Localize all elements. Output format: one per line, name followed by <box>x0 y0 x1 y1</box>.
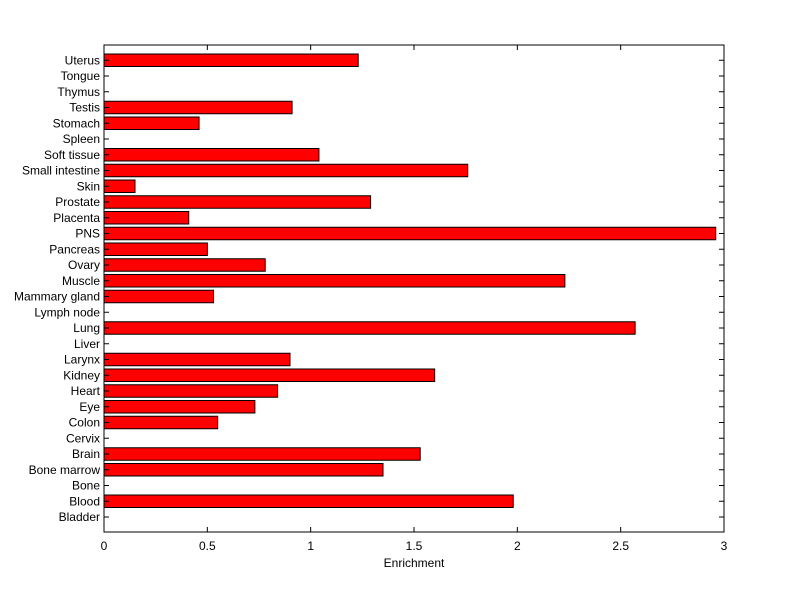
y-tick-label: Small intestine <box>22 164 100 178</box>
y-tick-label: Stomach <box>53 116 100 130</box>
y-tick-label: Bladder <box>59 510 100 524</box>
bar-colon <box>103 415 219 430</box>
y-tick-label: Spleen <box>63 132 100 146</box>
bar-placenta <box>103 211 190 225</box>
y-tick-label: PNS <box>75 227 100 241</box>
y-tick-label: Ovary <box>68 258 100 272</box>
x-axis-title: Enrichment <box>384 556 445 570</box>
y-tick-label: Prostate <box>55 195 100 209</box>
y-tick-label: Bone <box>72 479 100 493</box>
bar-testis <box>103 100 293 115</box>
y-tick-label: Brain <box>72 447 100 461</box>
y-tick-label: Soft tissue <box>44 148 100 162</box>
bar-muscle <box>103 274 566 288</box>
y-tick-label: Placenta <box>53 211 100 225</box>
y-tick-label: Tongue <box>61 69 101 83</box>
y-tick-label: Larynx <box>64 353 100 367</box>
bar-uterus <box>103 53 359 67</box>
bar-kidney <box>103 368 436 382</box>
bar-larynx <box>103 352 291 367</box>
bar-bone-marrow <box>103 463 384 477</box>
bar-pns <box>103 226 717 241</box>
y-tick-label: Bone marrow <box>29 463 101 477</box>
y-tick-label: Lymph node <box>34 305 100 319</box>
y-tick-label: Liver <box>74 337 100 351</box>
y-tick-label: Pancreas <box>49 242 100 256</box>
y-tick-label: Cervix <box>66 431 100 445</box>
bar-small-intestine <box>103 163 469 178</box>
x-tick-label: 3 <box>721 539 728 553</box>
x-tick-label: 1.5 <box>406 539 423 553</box>
y-tick-label: Testis <box>69 101 100 115</box>
y-tick-label: Lung <box>73 321 100 335</box>
bar-ovary <box>103 258 266 272</box>
x-tick-label: 2.5 <box>612 539 629 553</box>
y-tick-label: Muscle <box>62 274 100 288</box>
axes-frame <box>103 44 725 533</box>
bar-brain <box>103 447 421 461</box>
bar-eye <box>103 400 256 414</box>
y-tick-label: Colon <box>69 416 100 430</box>
y-tick-label: Eye <box>79 400 100 414</box>
x-tick-label: 0 <box>101 539 108 553</box>
y-tick-label: Blood <box>69 494 100 508</box>
bar-soft-tissue <box>103 148 320 162</box>
y-tick-label: Mammary gland <box>14 290 100 304</box>
y-tick-label: Skin <box>77 179 100 193</box>
x-tick-label: 2 <box>514 539 521 553</box>
bar-blood <box>103 494 514 508</box>
y-tick-label: Thymus <box>57 85 100 99</box>
bar-prostate <box>103 195 372 209</box>
bar-heart <box>103 384 279 398</box>
bar-pancreas <box>103 242 208 256</box>
bar-mammary-gland <box>103 289 215 304</box>
y-tick-label: Uterus <box>65 53 100 67</box>
y-tick-label: Kidney <box>63 368 100 382</box>
x-tick-label: 0.5 <box>199 539 216 553</box>
bar-stomach <box>103 116 200 130</box>
y-tick-label: Heart <box>71 384 101 398</box>
bar-lung <box>103 321 636 335</box>
x-tick-label: 1 <box>307 539 314 553</box>
